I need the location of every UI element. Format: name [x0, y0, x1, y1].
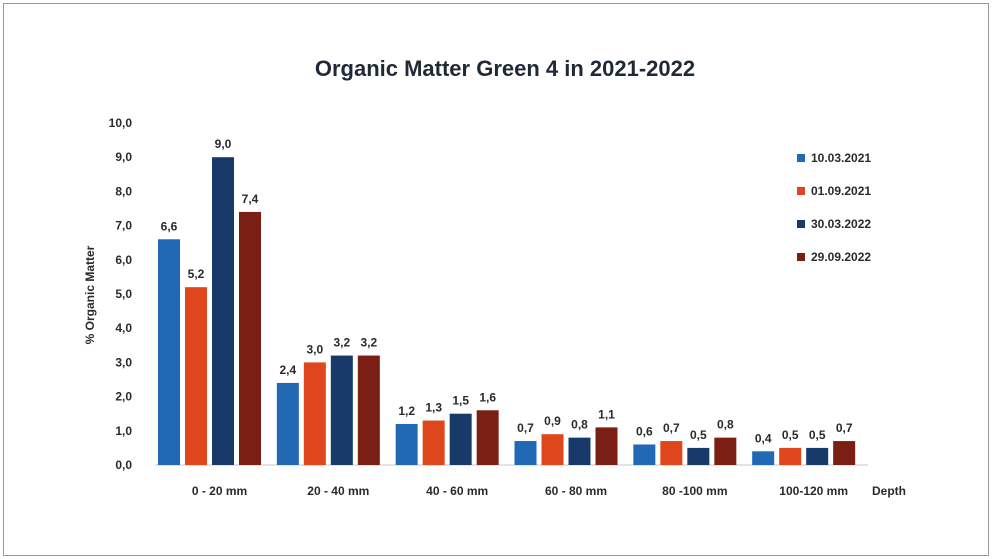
data-label: 9,0: [215, 137, 232, 151]
bar: [779, 447, 802, 465]
x-tick-label: 0 - 20 mm: [192, 484, 247, 498]
y-tick-label: 6,0: [115, 253, 132, 267]
bar: [687, 447, 710, 465]
bar: [752, 451, 775, 465]
data-label: 0,5: [690, 428, 707, 442]
y-tick-label: 9,0: [115, 150, 132, 164]
y-axis-ticks: 0,0 1,0 2,0 3,0 4,0 5,0 6,0 7,0 8,0 9,0 10,0: [109, 116, 133, 472]
data-label: 0,7: [836, 421, 853, 435]
bar: [514, 441, 537, 465]
legend: 10.03.2021 01.09.2021 30.03.2022 29.09.2022: [797, 151, 871, 264]
y-axis-label: % Organic Matter: [83, 245, 97, 344]
data-label: 5,2: [188, 267, 205, 281]
y-tick-label: 10,0: [109, 116, 133, 130]
data-label: 1,5: [452, 394, 469, 408]
y-tick-label: 3,0: [115, 355, 132, 369]
bar: [449, 413, 472, 465]
bar: [568, 437, 591, 465]
bar: [330, 355, 353, 465]
data-labels: 6,6 5,2 9,0 7,4 2,4 3,0 3,2 3,2 1,2 1,3 1,5 1,6 0,7 0…: [161, 137, 853, 445]
bar: [422, 420, 445, 465]
bar: [212, 157, 234, 465]
x-tick-label: 60 - 80 mm: [545, 484, 607, 498]
y-tick-label: 8,0: [115, 184, 132, 198]
bar: [595, 427, 618, 465]
x-tick-label: 20 - 40 mm: [307, 484, 369, 498]
bar: [633, 444, 656, 465]
x-axis-label: Depth: [872, 484, 906, 498]
bar: [276, 382, 299, 465]
x-tick-label: 100-120 mm: [779, 484, 848, 498]
bar: [395, 423, 418, 465]
data-label: 0,6: [636, 424, 653, 438]
x-axis-ticks: 0 - 20 mm 20 - 40 mm 40 - 60 mm 60 - 80 mm 8…: [192, 484, 848, 498]
data-label: 0,4: [755, 431, 772, 445]
data-label: 0,9: [544, 414, 561, 428]
bars: [158, 157, 856, 465]
data-label: 1,1: [598, 407, 615, 421]
y-tick-label: 4,0: [115, 321, 132, 335]
chart-title: Organic Matter Green 4 in 2021-2022: [315, 56, 695, 81]
bar: [239, 211, 261, 465]
legend-label: 30.03.2022: [811, 217, 871, 231]
data-label: 3,2: [333, 336, 350, 350]
bar: [158, 239, 180, 465]
legend-label: 10.03.2021: [811, 151, 871, 165]
bar: [476, 410, 499, 465]
data-label: 0,8: [571, 418, 588, 432]
data-label: 3,0: [306, 342, 323, 356]
data-label: 6,6: [161, 219, 178, 233]
legend-swatch: [797, 253, 805, 261]
data-label: 0,5: [809, 428, 826, 442]
data-label: 7,4: [242, 192, 259, 206]
data-label: 1,2: [398, 404, 415, 418]
data-label: 0,8: [717, 418, 734, 432]
legend-swatch: [797, 187, 805, 195]
data-label: 0,5: [782, 428, 799, 442]
x-tick-label: 80 -100 mm: [662, 484, 727, 498]
legend-label: 01.09.2021: [811, 184, 871, 198]
bar: [660, 441, 683, 465]
bar: [357, 355, 380, 465]
x-tick-label: 40 - 60 mm: [426, 484, 488, 498]
bar: [303, 362, 326, 465]
bar: [185, 287, 207, 465]
legend-swatch: [797, 154, 805, 162]
data-label: 0,7: [517, 421, 534, 435]
bar: [833, 441, 856, 465]
y-tick-label: 2,0: [115, 390, 132, 404]
data-label: 2,4: [279, 363, 296, 377]
y-tick-label: 5,0: [115, 287, 132, 301]
y-tick-label: 0,0: [115, 458, 132, 472]
data-label: 0,7: [663, 421, 680, 435]
data-label: 1,3: [425, 401, 442, 415]
data-label: 1,6: [479, 390, 496, 404]
legend-label: 29.09.2022: [811, 250, 871, 264]
bar: [806, 447, 829, 465]
y-tick-label: 7,0: [115, 219, 132, 233]
y-tick-label: 1,0: [115, 424, 132, 438]
bar: [541, 434, 564, 465]
bar: [714, 437, 737, 465]
data-label: 3,2: [360, 336, 377, 350]
legend-swatch: [797, 220, 805, 228]
